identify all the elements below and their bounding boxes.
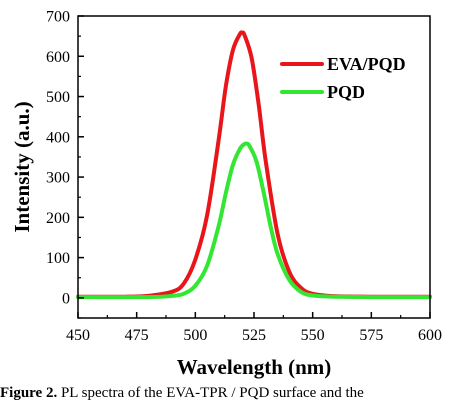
- x-axis-title: Wavelength (nm): [177, 355, 332, 379]
- legend-label-2: PQD: [327, 82, 365, 102]
- y-axis-ticks: 0 100 200 300 400 500 600 700: [46, 9, 84, 319]
- y-tick-label: 0: [62, 290, 70, 307]
- legend: EVA/PQD PQD: [280, 54, 406, 102]
- y-tick-label: 200: [46, 210, 70, 227]
- series-layer: [76, 30, 432, 300]
- y-axis-title: Intensity (a.u.): [10, 101, 34, 232]
- y-tick-label: 300: [46, 170, 70, 187]
- x-tick-label: 450: [66, 327, 90, 344]
- series-line-1: [76, 30, 432, 299]
- x-tick-label: 575: [359, 327, 383, 344]
- y-tick-label: 400: [46, 129, 70, 146]
- series-line-2: [76, 141, 432, 300]
- x-tick-label: 475: [125, 327, 149, 344]
- x-tick-label: 525: [242, 327, 266, 344]
- y-tick-label: 700: [46, 9, 70, 26]
- y-tick-label: 500: [46, 89, 70, 106]
- caption-label: Figure 2.: [0, 385, 58, 401]
- legend-label-1: EVA/PQD: [327, 54, 406, 74]
- x-tick-label: 500: [183, 327, 207, 344]
- caption-text: PL spectra of the EVA-TPR / PQD surface …: [57, 385, 364, 401]
- y-tick-label: 100: [46, 250, 70, 267]
- x-axis-ticks: 450 475 500 525 550 575 600: [66, 312, 442, 344]
- y-tick-label: 600: [46, 49, 70, 66]
- x-tick-label: 550: [301, 327, 325, 344]
- x-tick-label: 600: [418, 327, 442, 344]
- figure-caption: Figure 2. PL spectra of the EVA-TPR / PQ…: [0, 385, 474, 406]
- pl-spectra-chart: 450 475 500 525 550 575 600 0 100 200 300 400 500 60…: [10, 9, 442, 380]
